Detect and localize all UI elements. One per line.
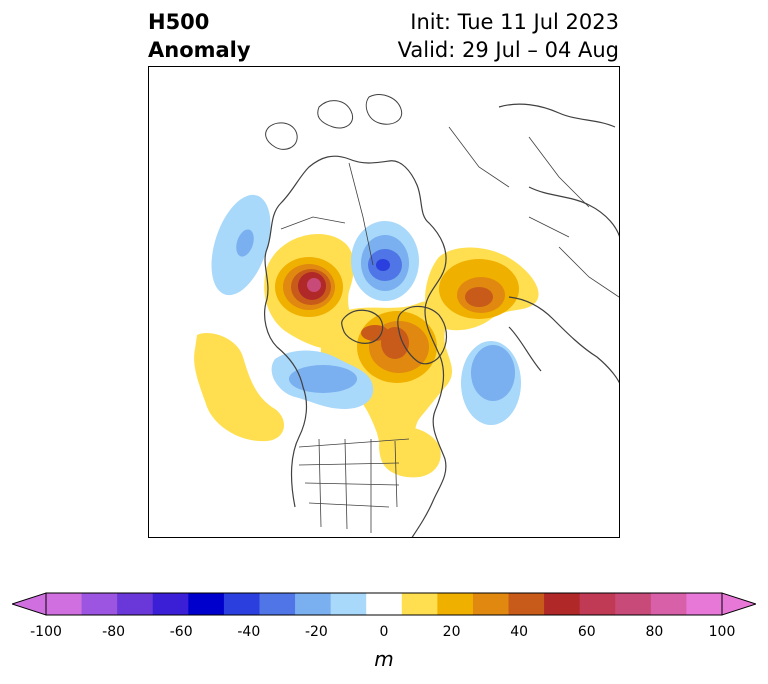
north-pacific-ridge	[194, 333, 285, 442]
central-arctic-4	[376, 259, 390, 271]
colorbar-segments	[46, 593, 723, 615]
colorbar-segment	[259, 593, 296, 615]
colorbar-tick-label: 40	[510, 624, 529, 640]
north-atlantic-2	[471, 345, 515, 401]
arctic-islands	[265, 94, 403, 150]
colorbar-segment	[117, 593, 154, 615]
colorbar-segment	[401, 593, 438, 615]
colorbar-tick-label: -100	[30, 624, 62, 640]
init-time: Init: Tue 11 Jul 2023	[410, 10, 619, 34]
state-borders	[298, 438, 410, 533]
land-outlines	[264, 94, 619, 537]
colorbar-tick-label: 20	[442, 624, 461, 640]
colorbar-segment	[686, 593, 723, 615]
colorbar-tick-label: -60	[169, 624, 193, 640]
map-title: H500 Anomaly	[148, 8, 251, 64]
baffin-ridge-5	[361, 325, 389, 341]
colorbar-segment	[579, 593, 616, 615]
colorbar	[12, 592, 756, 616]
colorbar-tick-label: 60	[577, 624, 596, 640]
western-canada-2	[289, 365, 357, 393]
colorbar-segment	[366, 593, 403, 615]
colorbar-segment	[472, 593, 510, 615]
alaska-ridge-6	[307, 278, 321, 292]
title-line-2: Anomaly	[148, 38, 251, 62]
colorbar-tick-label: 0	[379, 624, 389, 640]
colorbar-segment	[46, 593, 83, 615]
eastern-us-ridge	[379, 426, 441, 478]
colorbar-tick-label: 80	[645, 624, 664, 640]
eurasia-coast	[498, 103, 619, 384]
colorbar-segment	[223, 593, 260, 615]
barents-ridge-4	[465, 287, 493, 307]
colorbar-segment	[295, 593, 332, 615]
colorbar-tick-label: 100	[708, 624, 736, 640]
colorbar-segment	[152, 593, 189, 615]
colorbar-units: m	[374, 647, 394, 671]
colorbar-segment	[544, 593, 581, 615]
colorbar-outline	[45, 592, 723, 616]
title-line-1: H500	[148, 10, 210, 34]
forecast-info: Init: Tue 11 Jul 2023 Valid: 29 Jul – 04…	[398, 8, 619, 64]
country-borders	[280, 126, 619, 298]
colorbar-segment	[650, 593, 687, 615]
hudson-bay-coast	[341, 309, 384, 344]
northwest-pacific-core	[236, 229, 254, 257]
colorbar-tick-label: -80	[102, 624, 126, 640]
colorbar-segment	[330, 593, 367, 615]
colorbar-segment	[615, 593, 652, 615]
greenland-coast	[397, 305, 448, 365]
anomaly-map	[194, 94, 619, 537]
colorbar-under-arrow	[12, 592, 47, 616]
colorbar-segment	[508, 593, 545, 615]
colorbar-tick-label: -40	[237, 624, 261, 640]
anomaly-fill	[194, 194, 539, 478]
colorbar-over-arrow	[721, 592, 756, 616]
colorbar-segment	[437, 593, 474, 615]
map-panel	[148, 66, 620, 538]
colorbar-tick-label: -20	[304, 624, 328, 640]
valid-period: Valid: 29 Jul – 04 Aug	[397, 38, 619, 62]
north-america-coast	[264, 155, 447, 537]
colorbar-segment	[188, 593, 225, 615]
colorbar-segment	[81, 593, 118, 615]
